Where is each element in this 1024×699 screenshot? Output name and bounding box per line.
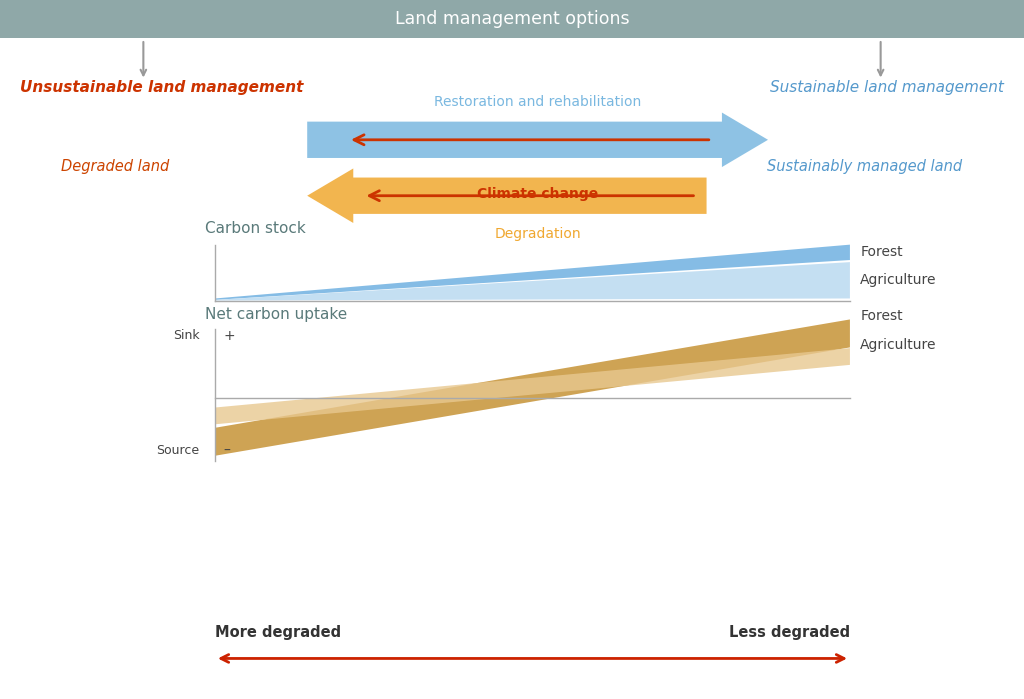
Polygon shape — [215, 262, 850, 301]
Text: Agriculture: Agriculture — [860, 273, 937, 287]
Text: Sustainably managed land: Sustainably managed land — [767, 159, 963, 174]
Text: –: – — [223, 444, 230, 458]
Text: Sink: Sink — [173, 329, 200, 342]
Text: Less degraded: Less degraded — [729, 625, 850, 640]
Text: Agriculture: Agriculture — [860, 338, 937, 352]
Text: Forest: Forest — [860, 245, 903, 259]
Text: +: + — [223, 329, 234, 343]
Text: Degradation: Degradation — [495, 226, 581, 240]
Polygon shape — [215, 245, 850, 300]
FancyArrow shape — [307, 113, 768, 167]
Text: Source: Source — [157, 445, 200, 457]
FancyArrow shape — [307, 168, 707, 223]
Bar — [0, 0, 1024, 38]
Text: Climate change: Climate change — [477, 187, 598, 201]
Text: Restoration and rehabilitation: Restoration and rehabilitation — [434, 95, 641, 109]
Text: Net carbon uptake: Net carbon uptake — [205, 307, 347, 322]
Text: Sustainable land management: Sustainable land management — [770, 80, 1004, 95]
Text: More degraded: More degraded — [215, 625, 341, 640]
Text: Land management options: Land management options — [394, 10, 630, 28]
Text: Carbon stock: Carbon stock — [205, 222, 305, 236]
Text: Forest: Forest — [860, 309, 903, 323]
Text: Degraded land: Degraded land — [61, 159, 170, 174]
Text: Unsustainable land management: Unsustainable land management — [20, 80, 304, 95]
